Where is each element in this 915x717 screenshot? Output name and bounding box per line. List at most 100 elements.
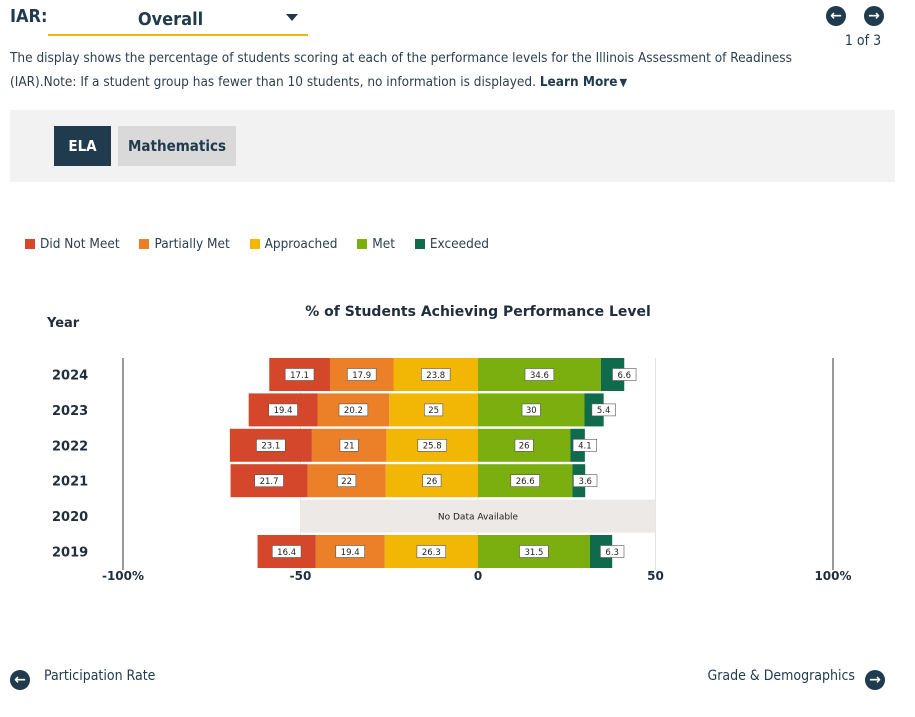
caret-down-icon <box>286 14 298 21</box>
data-label: 16.4 <box>277 548 296 558</box>
prev-section-link[interactable]: ← Participation Rate <box>10 668 155 690</box>
data-label-box <box>524 368 555 381</box>
data-label-box <box>347 368 377 381</box>
page-indicator: 1 of 3 <box>844 33 882 49</box>
next-section-label: Grade & Demographics <box>707 668 855 684</box>
legend-item-approached[interactable]: Approached <box>249 236 338 252</box>
learn-more-link[interactable]: Learn More ▼ <box>540 74 627 90</box>
legend-item-exceeded[interactable]: Exceeded <box>414 236 490 252</box>
data-label: 34.6 <box>530 371 549 381</box>
x-tick-label: -50 <box>290 569 312 583</box>
data-label-box <box>521 403 541 417</box>
data-label-box <box>573 474 598 487</box>
data-label: 25 <box>428 406 439 416</box>
data-label-box <box>519 545 549 558</box>
data-label-box <box>416 545 447 558</box>
data-label: 21 <box>344 442 355 452</box>
data-label: 6.3 <box>605 548 619 558</box>
legend-label: Met <box>372 236 396 252</box>
legend-label: Approached <box>264 236 338 252</box>
data-label: 23.8 <box>426 371 445 381</box>
arrow-right-icon: → <box>865 670 885 690</box>
x-tick-label: -100% <box>102 569 144 583</box>
subject-tab-bar: ELA Mathematics <box>10 110 895 182</box>
y-tick-label: 2024 <box>52 369 88 384</box>
legend-swatch <box>139 239 150 249</box>
data-label-box <box>339 439 359 452</box>
data-label-box <box>421 368 451 381</box>
data-label: 21.7 <box>260 477 279 487</box>
arrow-left-icon: ← <box>10 670 30 690</box>
student-group-dropdown[interactable]: Overall <box>48 4 308 36</box>
description-text: The display shows the percentage of stud… <box>10 50 792 90</box>
chevron-down-icon: ▼ <box>619 76 628 89</box>
data-label-box <box>572 439 597 452</box>
data-label: 17.9 <box>352 371 371 381</box>
data-label: 3.6 <box>578 477 592 487</box>
data-label-box <box>271 545 302 558</box>
prev-section-label: Participation Rate <box>44 668 156 684</box>
data-label: 19.4 <box>341 548 360 558</box>
tab-mathematics[interactable]: Mathematics <box>118 126 236 166</box>
tab-ela[interactable]: ELA <box>54 126 111 166</box>
x-tick-label: 50 <box>647 569 664 583</box>
x-tick-label: 0 <box>474 569 482 583</box>
data-label: 22 <box>341 477 352 487</box>
data-label: 26 <box>426 477 437 487</box>
data-label: 6.6 <box>617 371 631 381</box>
legend-swatch <box>249 239 260 249</box>
legend-swatch <box>25 239 35 249</box>
data-label-box <box>284 368 315 381</box>
legend-swatch <box>414 239 425 249</box>
data-label-box <box>268 403 298 417</box>
data-label: 19.4 <box>274 406 293 416</box>
y-tick-label: 2019 <box>52 546 88 561</box>
next-section-link[interactable]: Grade & Demographics → <box>707 668 885 690</box>
legend-item-did-not-meet[interactable]: Did Not Meet <box>25 236 120 252</box>
data-label-box <box>514 439 534 452</box>
data-label-box <box>591 403 616 417</box>
legend-swatch <box>357 239 368 249</box>
description: The display shows the percentage of stud… <box>10 46 820 95</box>
y-tick-label: 2020 <box>52 510 88 525</box>
legend-label: Exceeded <box>429 236 490 252</box>
performance-level-chart: % of Students Achieving Performance Leve… <box>46 304 852 583</box>
data-label: 20.2 <box>344 406 363 416</box>
data-label-box <box>510 474 540 487</box>
data-label-box <box>335 545 365 558</box>
data-label: 4.1 <box>578 442 592 452</box>
data-label: 26.6 <box>516 477 535 487</box>
data-label: 31.5 <box>524 548 543 558</box>
data-label: 5.4 <box>597 406 611 416</box>
iar-label: IAR: <box>10 6 48 27</box>
data-label-box <box>254 474 284 487</box>
no-data-bar <box>300 499 656 533</box>
y-axis-label: Year <box>46 316 80 331</box>
data-label: 17.1 <box>290 371 309 381</box>
data-label-box <box>422 474 442 487</box>
chart-title: % of Students Achieving Performance Leve… <box>305 304 651 320</box>
arrow-right-icon[interactable]: → <box>864 6 884 26</box>
no-data-label: No Data Available <box>438 513 519 523</box>
data-label: 26 <box>519 442 530 452</box>
y-tick-label: 2023 <box>52 404 88 419</box>
data-label-box <box>338 403 369 417</box>
legend-item-met[interactable]: Met <box>357 236 395 252</box>
legend-item-partially-met[interactable]: Partially Met <box>139 236 230 252</box>
dropdown-value: Overall <box>137 9 204 30</box>
data-label-box <box>612 368 637 381</box>
chart-legend: Did Not Meet Partially Met Approached Me… <box>25 236 505 252</box>
arrow-left-icon[interactable]: ← <box>826 6 846 26</box>
learn-more-label: Learn More <box>539 74 618 90</box>
data-label-box <box>256 439 286 452</box>
data-label-box <box>424 403 444 417</box>
data-label-box <box>600 545 625 558</box>
data-label: 23.1 <box>261 442 280 452</box>
data-label-box <box>417 439 447 452</box>
data-label: 30 <box>526 406 537 416</box>
legend-label: Did Not Meet <box>40 236 120 252</box>
data-label: 25.8 <box>423 442 442 452</box>
data-label-box <box>337 474 357 487</box>
data-label: 26.3 <box>422 548 441 558</box>
x-tick-label: 100% <box>814 569 851 583</box>
